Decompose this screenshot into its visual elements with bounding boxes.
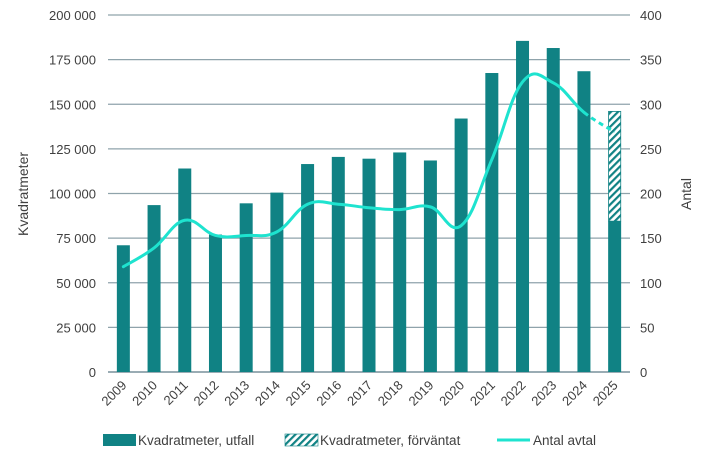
legend-label-antal: Antal avtal [533,433,596,448]
y2-tick-label: 200 [640,187,662,202]
x-tick-label: 2015 [283,378,314,409]
x-tick-label: 2012 [191,378,222,409]
x-tick-label: 2020 [436,378,467,409]
y-tick-label: 25 000 [56,320,96,335]
y-tick-label: 0 [89,365,96,380]
bar-utfall [577,71,591,372]
bar-utfall [362,158,376,372]
y2-tick-label: 0 [640,365,647,380]
bar-utfall [239,203,253,372]
bar-utfall [423,160,437,372]
bar-utfall [393,152,407,372]
bar-utfall [485,73,499,372]
bar-utfall [608,221,622,372]
bar-forvantat [608,110,622,222]
x-tick-label: 2013 [221,378,252,409]
x-tick-label: 2022 [498,378,529,409]
y-axis-title: Kvadratmeter [15,152,31,236]
x-tick-label: 2018 [375,378,406,409]
line-antal-avtal-forecast [583,111,616,134]
bar-utfall [301,164,315,372]
line-antal-avtal [121,72,586,269]
bar-utfall [208,234,222,372]
bar-utfall [147,205,161,372]
bar-utfall [516,40,530,372]
y-tick-label: 75 000 [56,231,96,246]
y2-tick-label: 250 [640,142,662,157]
y2-tick-label: 100 [640,276,662,291]
legend: Kvadratmeter, utfall Kvadratmeter, förvä… [103,433,596,448]
bar-utfall [270,192,284,372]
y-tick-label: 125 000 [49,142,96,157]
y2-tick-label: 300 [640,97,662,112]
y-tick-label: 50 000 [56,276,96,291]
x-tick-label: 2023 [528,378,559,409]
y-tick-label: 175 000 [49,53,96,68]
bar-utfall [331,156,345,372]
y-tick-label: 150 000 [49,97,96,112]
legend-label-utfall: Kvadratmeter, utfall [138,433,254,448]
y2-tick-label: 350 [640,53,662,68]
x-tick-label: 2021 [467,378,498,409]
x-tick-label: 2017 [344,378,375,409]
x-tick-label: 2024 [559,378,590,409]
x-tick-label: 2025 [590,378,621,409]
x-tick-label: 2010 [129,378,160,409]
legend-swatch-forvantat [284,433,319,447]
y2-tick-label: 50 [640,320,654,335]
legend-swatch-utfall [103,434,136,446]
bar-utfall [178,168,192,372]
y-tick-label: 200 000 [49,8,96,23]
y2-axis-title: Antal [678,178,694,210]
x-tick-label: 2019 [405,378,436,409]
y2-tick-label: 150 [640,231,662,246]
x-tick-label: 2011 [161,378,191,408]
bar-utfall [454,118,468,372]
y2-tick-label: 400 [640,8,662,23]
bar-utfall [546,48,560,373]
legend-label-forvantat: Kvadratmeter, förväntat [320,433,461,448]
x-tick-label: 2009 [98,378,129,409]
y-tick-label: 100 000 [49,187,96,202]
bar-utfall [116,245,130,372]
x-tick-label: 2016 [313,378,344,409]
x-tick-label: 2014 [252,378,283,409]
